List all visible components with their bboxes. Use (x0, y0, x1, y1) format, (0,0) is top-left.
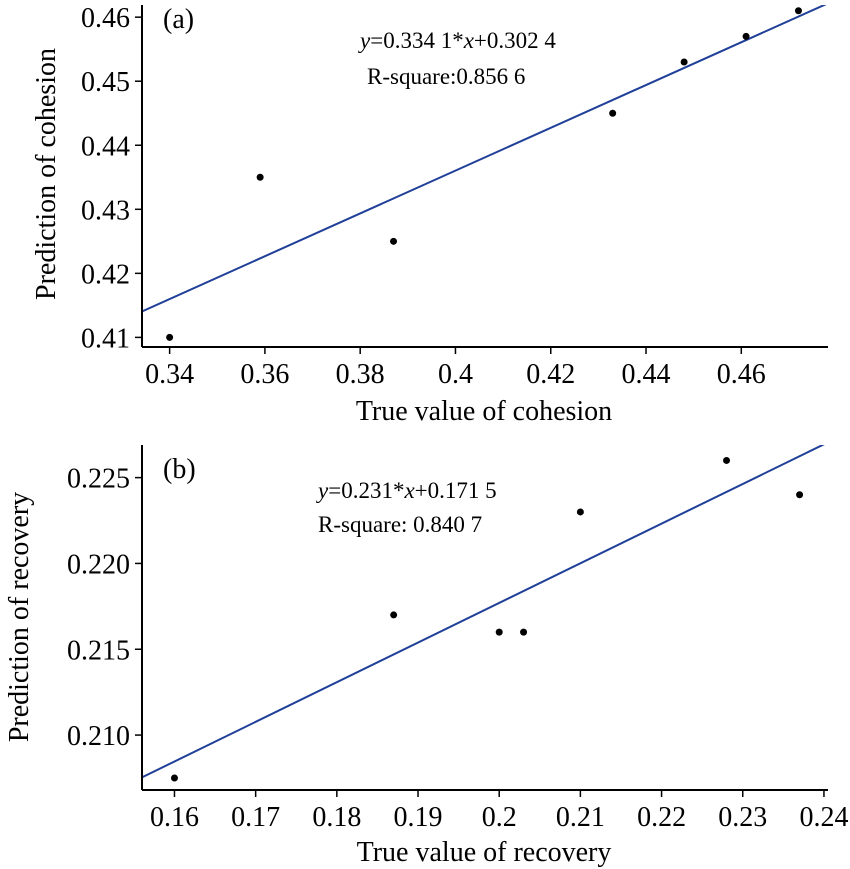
panel-b-y-tick-label: 0.220 (67, 549, 130, 580)
panel-a-y-tick-label: 0.46 (81, 3, 130, 34)
panel-a-x-tick-label: 0.44 (622, 359, 671, 390)
panel-a-data-point (256, 173, 264, 181)
panel-a-y-tick-label: 0.42 (81, 259, 130, 290)
panel-b-x-tick-label: 0.24 (799, 802, 848, 833)
panel-a-equation: y=0.334 1*x+0.302 4 (358, 28, 556, 53)
panel-a-x-tick-label: 0.4 (438, 359, 473, 390)
panel-b-y-tick-label: 0.225 (67, 464, 130, 495)
panel-b-x-tick-label: 0.19 (394, 802, 443, 833)
panel-b-x-tick-label: 0.22 (637, 802, 686, 833)
panel-b-data-point (796, 491, 804, 499)
panel-a-x-tick-label: 0.46 (717, 359, 766, 390)
panel-a-y-tick-label: 0.41 (81, 323, 130, 354)
panel-b-y-tick-label: 0.210 (67, 721, 130, 752)
panel-a-fit-line (142, 5, 827, 313)
panel-a-x-tick-label: 0.42 (526, 359, 575, 390)
panel-a-data-point (166, 333, 174, 341)
panel-a-r-square: R-square:0.856 6 (367, 64, 525, 89)
panel-a-label: (a) (163, 4, 194, 35)
panel-a-data-point (609, 109, 617, 117)
panel-b-data-point (170, 774, 178, 782)
panel-a-x-axis-label: True value of cohesion (356, 396, 612, 427)
panel-a: (a) y=0.334 1*x+0.302 4 R-square:0.856 6… (31, 3, 828, 427)
panel-a-y-axis-label: Prediction of cohesion (31, 48, 62, 300)
panel-b-y-axis-label: Prediction of recovery (4, 492, 35, 742)
panel-a-x-tick-label: 0.38 (336, 359, 385, 390)
panel-a-x-tick-label: 0.36 (240, 359, 289, 390)
panel-b: (b) y=0.231*x+0.171 5 R-square: 0.840 7 … (4, 445, 848, 868)
panel-a-data-point (794, 7, 802, 15)
panel-b-x-tick-label: 0.17 (231, 802, 280, 833)
panel-b-data-point (723, 456, 731, 464)
panel-a-data-point (680, 58, 688, 66)
panel-b-data-point (520, 628, 528, 636)
panel-b-r-square: R-square: 0.840 7 (318, 512, 482, 537)
panel-b-x-tick-label: 0.23 (718, 802, 767, 833)
panel-b-x-tick-label: 0.2 (482, 802, 517, 833)
panel-b-x-tick-label: 0.16 (150, 802, 199, 833)
panel-b-data-point (390, 611, 398, 619)
panel-b-x-tick-label: 0.21 (556, 802, 605, 833)
panel-a-y-tick-label: 0.45 (81, 67, 130, 98)
panel-b-label: (b) (163, 454, 196, 485)
panel-a-data-point (742, 32, 750, 40)
panel-b-x-tick-label: 0.18 (312, 802, 361, 833)
panel-b-equation: y=0.231*x+0.171 5 (316, 478, 497, 503)
panel-b-x-axis-label: True value of recovery (357, 837, 612, 868)
panel-a-y-tick-label: 0.43 (81, 195, 130, 226)
panel-a-y-tick-label: 0.44 (81, 131, 130, 162)
panel-b-data-point (495, 628, 503, 636)
panel-a-data-point (390, 237, 398, 245)
panel-b-y-tick-label: 0.215 (67, 635, 130, 666)
panel-b-data-point (576, 508, 584, 516)
panel-a-x-tick-label: 0.34 (145, 359, 194, 390)
panel-b-fit-line (142, 445, 825, 779)
